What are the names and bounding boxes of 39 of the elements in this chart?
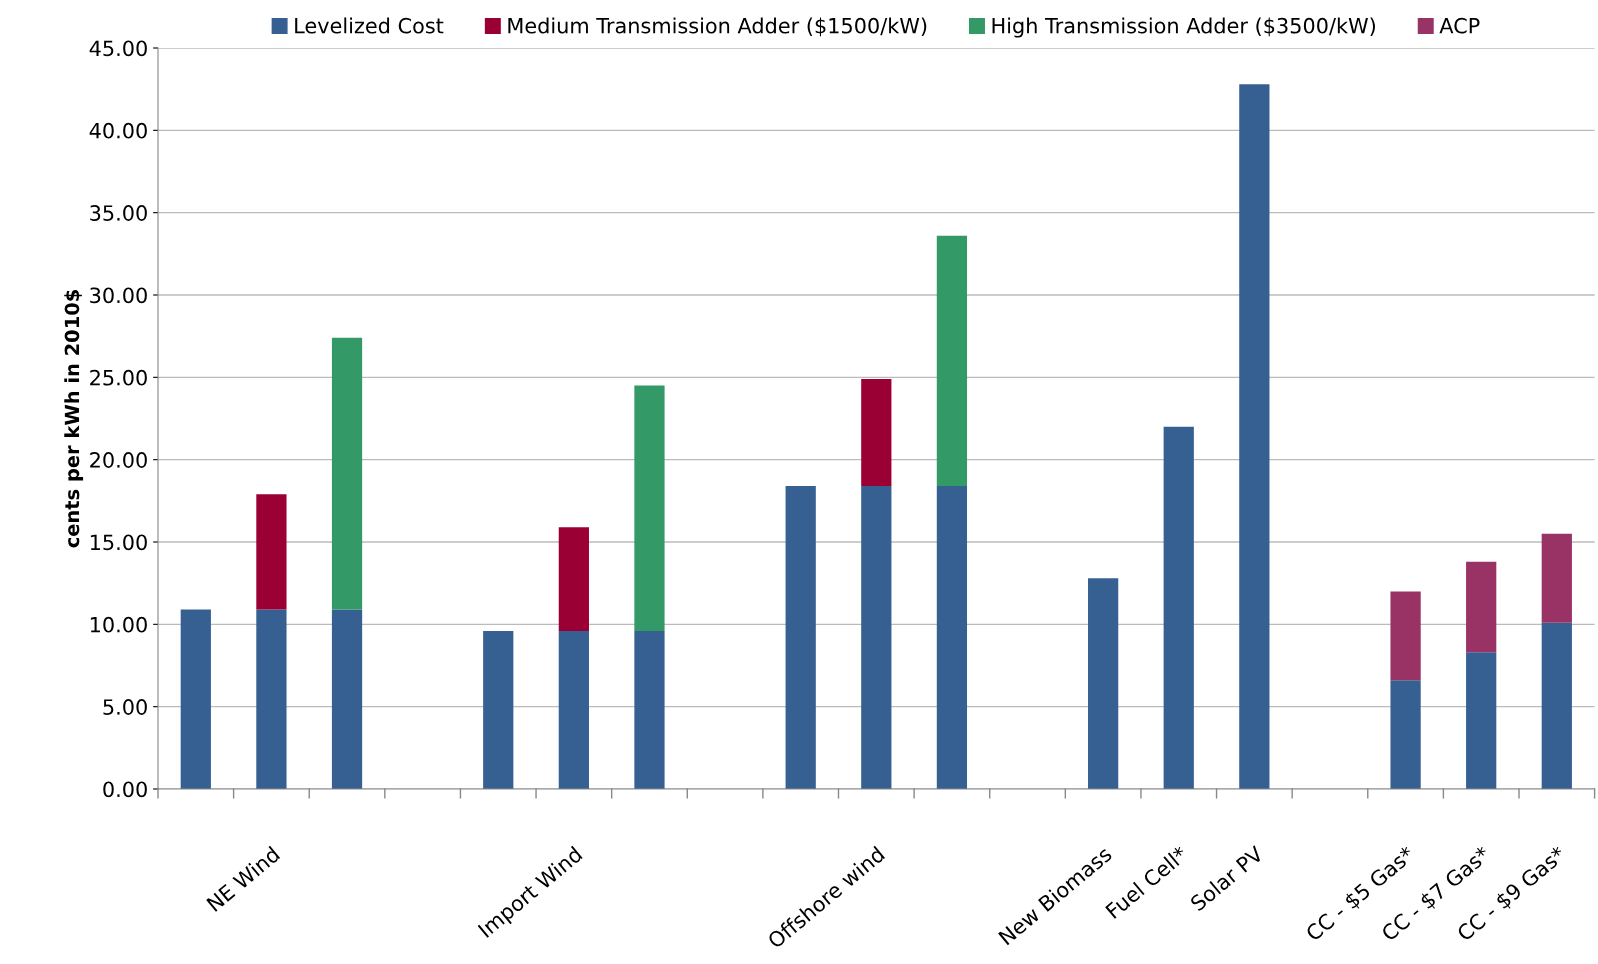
bar — [1390, 680, 1421, 789]
bar — [634, 385, 665, 631]
legend-label: Levelized Cost — [295, 17, 444, 34]
bar — [483, 630, 514, 789]
y-tick-label: 10.00 — [90, 616, 147, 633]
bar — [1390, 591, 1421, 681]
y-tick-label: 30.00 — [90, 287, 147, 304]
legend-label: ACP — [1439, 17, 1480, 34]
legend-label: Medium Transmission Adder ($1500/kW) — [508, 17, 927, 37]
bar — [1541, 533, 1572, 623]
bar — [634, 630, 665, 789]
bar — [558, 527, 589, 631]
bar — [1466, 652, 1497, 789]
y-tick-label: 15.00 — [90, 534, 147, 551]
bar — [936, 235, 968, 487]
y-tick-label: 5.00 — [103, 699, 147, 715]
bar — [331, 337, 363, 610]
bar — [1163, 426, 1194, 789]
bar — [256, 494, 287, 610]
y-axis-title: cents per kWh in 2010$ — [64, 290, 84, 548]
legend-label: High Transmission Adder ($3500/kW) — [992, 17, 1375, 38]
bar — [1466, 561, 1497, 653]
bar — [1239, 84, 1270, 789]
y-tick-label: 35.00 — [90, 205, 147, 221]
y-tick-label: 45.00 — [89, 40, 147, 57]
y-tick-label: 0.00 — [103, 781, 147, 798]
bar — [1541, 622, 1572, 789]
y-tick-label: 40.00 — [89, 122, 147, 139]
bar — [558, 630, 589, 789]
y-tick-label: 25.00 — [90, 369, 147, 386]
bar — [1088, 578, 1119, 789]
bar — [936, 486, 968, 789]
bar — [256, 609, 287, 789]
bar — [785, 486, 816, 789]
bar — [331, 609, 363, 789]
bar — [861, 486, 892, 789]
bar — [861, 378, 892, 487]
bar — [180, 609, 211, 789]
y-tick-label: 20.00 — [90, 452, 147, 468]
